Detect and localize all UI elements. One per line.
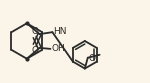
Text: O: O bbox=[89, 54, 96, 63]
Text: O: O bbox=[31, 46, 38, 55]
Text: OH: OH bbox=[51, 44, 65, 53]
Text: O: O bbox=[31, 27, 38, 36]
Text: HN: HN bbox=[53, 27, 67, 36]
